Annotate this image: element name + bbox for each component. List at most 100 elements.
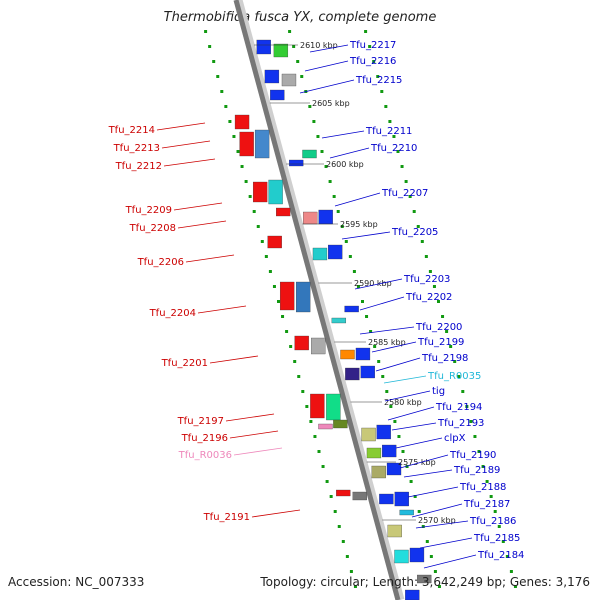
ring-far-right-dots [396,150,400,153]
ring-outer-dots [264,255,268,258]
forward-leader-line [299,79,355,94]
reverse-gene-label: Tfu_2208 [129,223,176,234]
ring-outer-dots [208,45,212,48]
ring-right-dots [425,540,429,543]
tick-label: 2595 kbp [340,220,378,229]
ring-far-right-dots [505,555,509,558]
ring-right-dots [328,180,332,183]
reverse-gene-10 [294,335,309,351]
ring-outer-dots [232,135,236,138]
forward-gene-13 [355,347,371,361]
reverse-gene-label: Tfu_2197 [177,416,224,427]
forward-leader-line [304,60,349,72]
reverse-leader-line [185,254,235,263]
forward-gene-11 [344,305,359,313]
forward-gene-3 [281,73,297,87]
tick-label: 2580 kbp [384,398,422,407]
forward-gene-label: Tfu_2194 [435,402,482,413]
forward-gene-label: tig [432,386,445,397]
ring-outer-dots [236,150,240,153]
ring-far-right-dots [437,300,440,303]
ring-right-dots [324,165,328,168]
reverse-gene-16 [336,489,351,497]
forward-leader-line [395,437,443,449]
reverse-gene-14 [318,423,333,430]
forward-gene-6 [289,159,304,167]
ring-right-dots [288,30,292,33]
ring-right-dots [332,195,336,198]
forward-gene-25 [399,509,414,516]
forward-leader-line [329,147,370,159]
tick-label: 2610 kbp [300,41,338,50]
ring-right-dots [401,450,405,453]
ring-right-dots [365,315,369,318]
reverse-gene-11 [326,393,341,421]
ring-far-right-dots [380,90,384,93]
ring-far-right-dots [372,60,376,63]
ring-outer-dots [341,540,345,543]
forward-gene-label: clpX [444,433,466,444]
ring-right-dots [316,135,320,138]
reverse-gene-label: Tfu_R0036 [178,450,232,461]
ring-right-dots [352,270,356,273]
forward-leader-line [407,486,459,498]
ring-outer-dots [305,405,309,408]
forward-gene-9 [327,244,343,260]
ring-outer-dots [317,450,321,453]
reverse-gene-13 [333,419,348,429]
ring-right-dots [292,45,296,48]
ring-outer-dots [329,495,333,498]
forward-gene-label: Tfu_2198 [421,353,468,364]
ring-right-dots [413,495,417,498]
reverse-leader-line [233,447,283,456]
tick-label: 2600 kbp [326,160,364,169]
ring-outer-dots [285,330,289,333]
ring-far-right-dots [469,420,473,423]
backbone-line [233,0,401,600]
forward-gene-17 [376,424,391,440]
ring-right-dots [373,345,377,348]
ring-outer-dots [212,60,216,63]
reverse-gene-12 [310,393,325,419]
reverse-leader-line [229,430,279,439]
ring-outer-dots [289,345,293,348]
reverse-gene-label: Tfu_2206 [137,257,184,268]
ring-outer-dots [297,375,301,378]
ring-far-right-dots [461,390,465,393]
ring-right-dots [344,240,348,243]
ring-far-right-dots [485,480,489,483]
ring-far-right-dots [489,495,493,498]
ring-right-dots [300,75,304,78]
ring-outer-dots [353,585,357,588]
forward-gene-15 [360,365,375,379]
reverse-gene-8 [279,281,295,311]
ring-far-right-dots [441,315,445,318]
ring-far-right-dots [513,585,517,588]
ring-far-right-dots [497,525,501,528]
topology-text: Topology: circular; Length: 3,642,249 bp… [260,575,590,589]
ring-outer-dots [309,420,313,423]
reverse-gene-5 [276,207,291,217]
forward-leader-line [419,537,473,549]
ring-outer-dots [248,195,252,198]
ring-outer-dots [321,465,325,468]
map-title: Thermobifida fusca YX, complete genome [163,10,437,25]
ring-far-right-dots [408,195,412,198]
reverse-gene-7 [295,281,311,313]
forward-gene-label: Tfu_2217 [349,40,396,51]
forward-gene-label: Tfu_2184 [477,550,524,561]
forward-gene-7 [318,209,333,225]
ring-outer-dots [349,570,353,573]
ring-far-right-dots [477,450,481,453]
forward-leader-line [387,406,435,421]
reverse-leader-line [251,509,301,518]
reverse-leader-line [163,158,216,167]
ring-right-dots [312,120,316,123]
ring-right-dots [336,210,340,213]
forward-leader-line [403,469,453,478]
forward-gene-23 [394,491,409,507]
reverse-gene-label: Tfu_2196 [181,433,228,444]
forward-gene-10 [312,247,328,261]
forward-leader-line [375,357,421,372]
